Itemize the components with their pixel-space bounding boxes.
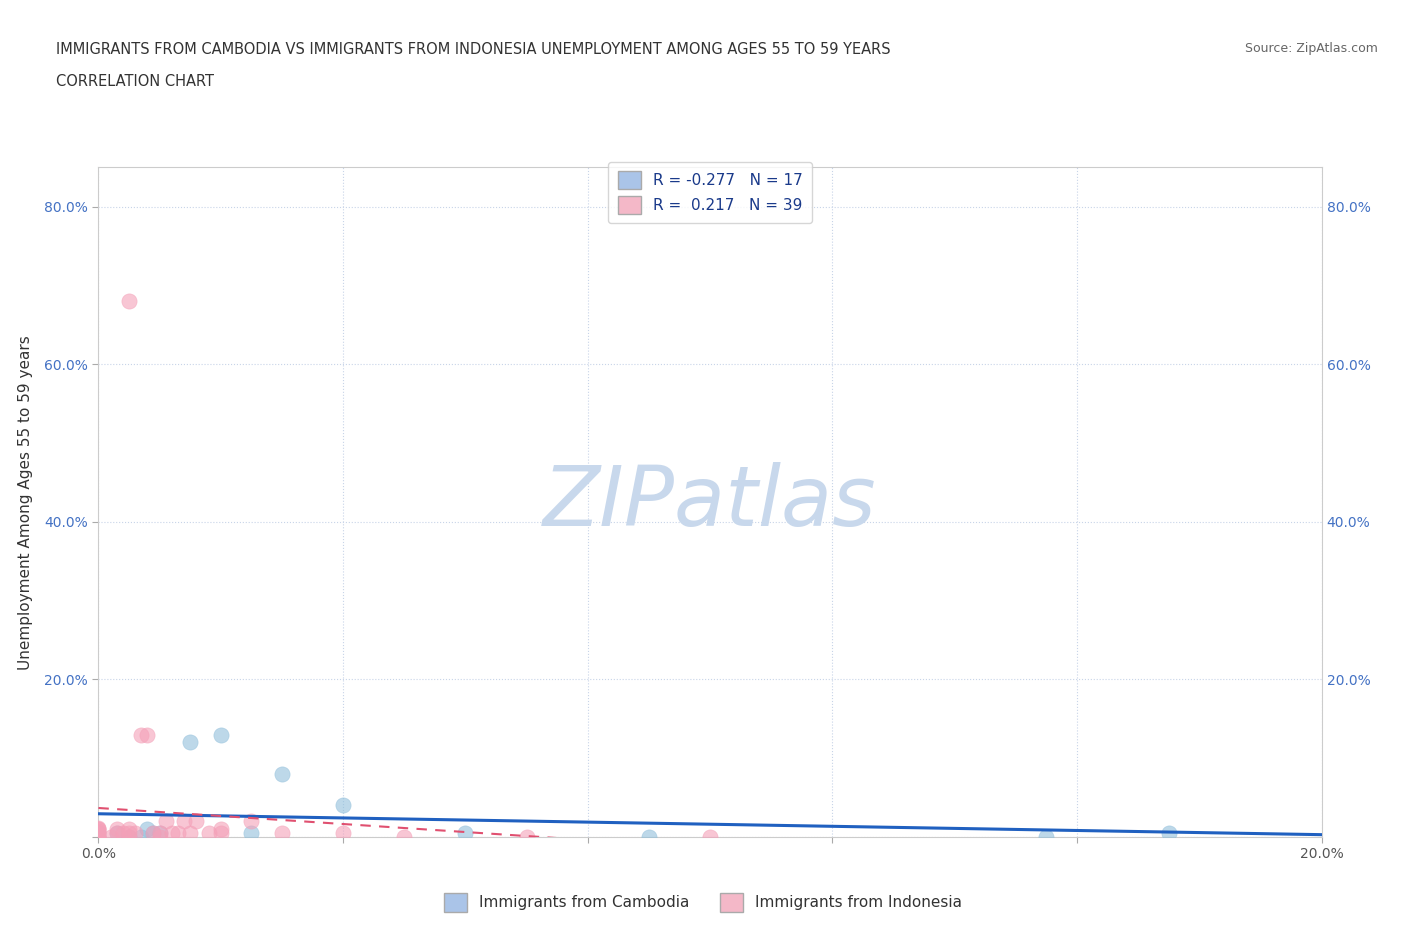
Point [87,824,110,839]
Point [209,727,232,742]
Point [105,826,128,841]
Point [111,826,134,841]
Point [240,814,263,829]
Point [87,826,110,841]
Point [155,814,177,829]
Point [209,822,232,837]
Point [87,830,110,844]
Point [100,830,122,844]
Point [186,814,208,829]
Point [179,735,201,750]
Point [87,822,110,837]
Point [270,826,292,841]
Point [1157,826,1180,841]
Point [270,766,292,781]
Y-axis label: Unemployment Among Ages 55 to 59 years: Unemployment Among Ages 55 to 59 years [18,335,32,670]
Point [129,830,152,844]
Text: ZIPatlas: ZIPatlas [543,461,877,543]
Point [118,830,141,844]
Legend: Immigrants from Cambodia, Immigrants from Indonesia: Immigrants from Cambodia, Immigrants fro… [437,887,969,918]
Point [160,826,183,841]
Point [118,822,141,837]
Point [1035,830,1057,844]
Point [209,826,232,841]
Point [142,826,165,841]
Point [87,822,110,837]
Point [637,830,661,844]
Text: IMMIGRANTS FROM CAMBODIA VS IMMIGRANTS FROM INDONESIA UNEMPLOYMENT AMONG AGES 55: IMMIGRANTS FROM CAMBODIA VS IMMIGRANTS F… [56,42,891,57]
Point [87,830,110,844]
Point [454,826,477,841]
Point [167,826,190,841]
Point [105,826,128,841]
Point [699,830,721,844]
Point [136,727,159,742]
Point [197,826,219,841]
Point [149,826,172,841]
Point [179,826,201,841]
Point [392,830,416,844]
Point [332,798,354,813]
Text: Source: ZipAtlas.com: Source: ZipAtlas.com [1244,42,1378,55]
Point [87,820,110,835]
Point [173,814,195,829]
Point [118,294,141,309]
Point [149,826,172,841]
Point [129,727,152,742]
Point [105,822,128,837]
Point [240,826,263,841]
Point [87,826,110,841]
Legend: R = -0.277   N = 17, R =  0.217   N = 39: R = -0.277 N = 17, R = 0.217 N = 39 [609,162,811,223]
Point [332,826,354,841]
Point [118,830,141,844]
Point [118,826,141,841]
Point [136,822,159,837]
Point [87,830,110,844]
Point [516,830,538,844]
Point [142,826,165,841]
Text: CORRELATION CHART: CORRELATION CHART [56,74,214,89]
Point [87,826,110,841]
Point [124,826,146,841]
Point [87,830,110,844]
Point [87,830,110,844]
Point [149,830,172,844]
